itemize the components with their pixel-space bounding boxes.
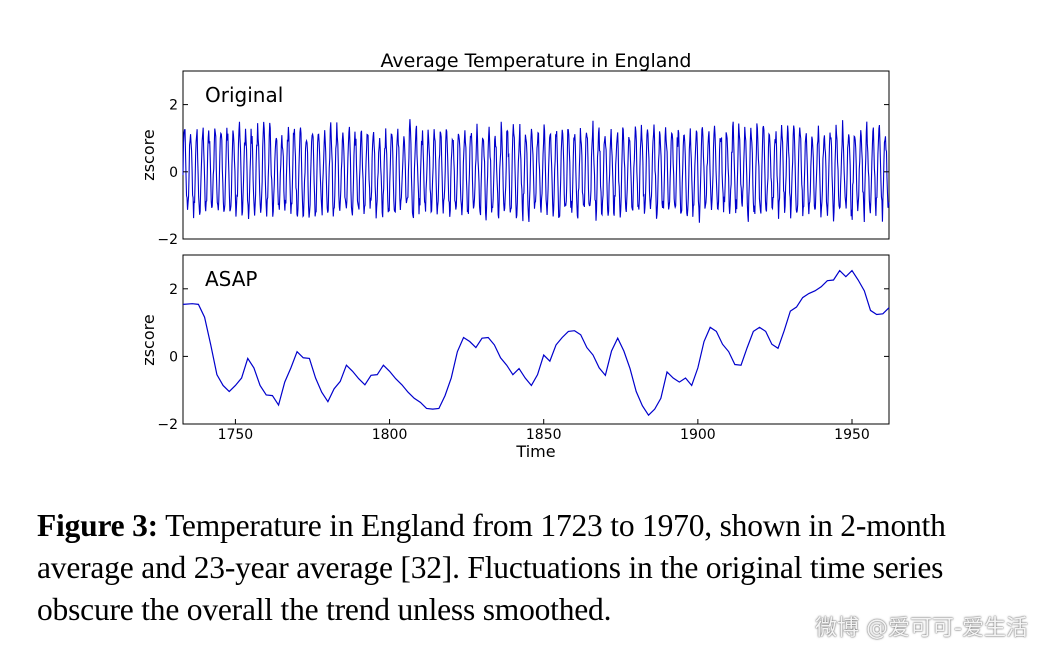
panel-asap-xtick-label: 1900 <box>680 427 716 443</box>
panel-asap-ytick-label: 0 <box>169 349 178 365</box>
panel-original-yticks: −2 0 2 <box>157 98 889 248</box>
panel-asap-ytick-label: 2 <box>169 282 178 298</box>
panel-original-ytick-label: 0 <box>169 165 178 181</box>
panel-asap-ytick-label: −2 <box>157 417 178 433</box>
panel-asap-xtick-label: 1800 <box>372 427 408 443</box>
asap-series-line <box>182 269 890 417</box>
panel-asap-xtick-label: 1950 <box>834 427 870 443</box>
panel-original-ylabel: zscore <box>139 129 158 180</box>
panel-original-label: Original <box>205 83 283 107</box>
figure: Average Temperature in England Original … <box>139 50 890 461</box>
panel-asap-xlabel: Time <box>515 442 555 461</box>
panel-original-ytick-label: 2 <box>169 98 178 114</box>
panel-asap-frame <box>182 254 890 425</box>
figure-title: Average Temperature in England <box>381 50 692 72</box>
panel-asap-xtick-label: 1850 <box>526 427 562 443</box>
caption-text: Temperature in England from 1723 to 1970… <box>37 508 946 627</box>
panel-asap-ylabel: zscore <box>139 314 158 365</box>
panel-original: Original zscore −2 0 2 <box>139 70 890 248</box>
panel-asap-xticks: 1750 1800 1850 1900 1950 <box>218 419 870 443</box>
panel-asap-label: ASAP <box>205 267 258 291</box>
watermark: 微博 @爱可可-爱生活 <box>815 616 1028 641</box>
panel-asap-xtick-label: 1750 <box>218 427 254 443</box>
panel-asap-yticks: −2 0 2 <box>157 282 889 433</box>
original-series-line <box>182 119 890 223</box>
panel-original-ytick-label: −2 <box>157 232 178 248</box>
caption-label: Figure 3: <box>37 508 158 543</box>
panel-asap: ASAP zscore −2 0 2 1750 1800 1850 1900 1950 Ti… <box>139 254 890 461</box>
figure-caption: Figure 3: Temperature in England from 17… <box>37 505 1012 631</box>
